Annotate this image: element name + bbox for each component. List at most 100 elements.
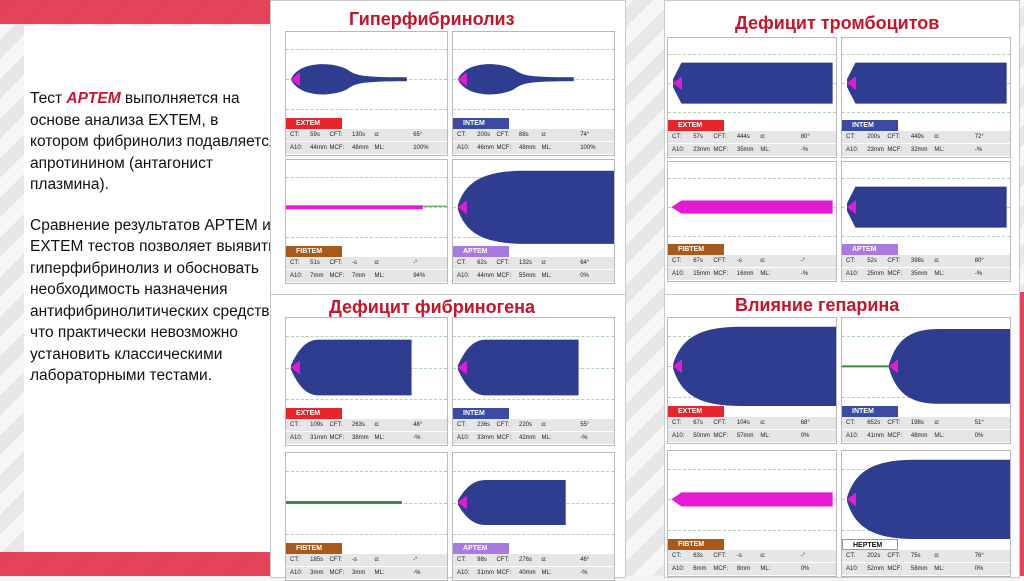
parameter-label: CT: bbox=[290, 422, 299, 428]
grid-line bbox=[453, 534, 614, 535]
parameter-label: MCF: bbox=[713, 433, 729, 439]
parameter-value: 35mm bbox=[736, 147, 754, 153]
clot-trace bbox=[290, 64, 407, 95]
parameter-label: A10: bbox=[457, 570, 470, 576]
parameter-value: -° bbox=[800, 258, 806, 264]
parameter-label: CFT: bbox=[496, 422, 510, 428]
rotem-panel-fibtem: FIBTEM CT: 67s CFT: -s α: -° A10: 15mm MCF: 16mm ML… bbox=[667, 161, 837, 282]
parameter-value: 48mm bbox=[519, 145, 536, 151]
section-title: Гиперфибринолиз bbox=[349, 9, 515, 29]
rotem-panel-intem: INTEM CT: 200s CFT: 88s α: 74° A10: 46mm MCF: 48mm… bbox=[452, 31, 615, 156]
rotem-panel-aptem: APTEM CT: 52s CFT: 398s α: 80° A10: 25mm MCF: 35mm… bbox=[841, 161, 1011, 282]
parameter-value: 236s bbox=[477, 422, 491, 428]
parameter-value: -° bbox=[413, 260, 418, 266]
clot-body bbox=[457, 480, 566, 525]
parameter-value: 98s bbox=[477, 557, 487, 563]
parameter-value: 59s bbox=[310, 132, 320, 138]
parameter-value: 0% bbox=[580, 273, 589, 279]
parameter-label: ML: bbox=[541, 145, 552, 151]
parameter-value: 198s bbox=[910, 420, 924, 426]
parameter-label: MCF: bbox=[887, 147, 903, 153]
parameter-value: 130s bbox=[352, 132, 366, 138]
parameter-value: 276s bbox=[519, 557, 533, 563]
clot-trace bbox=[847, 459, 1010, 539]
grid-line bbox=[453, 336, 614, 337]
parameter-label: MCF: bbox=[713, 271, 729, 277]
parameter-label: α: bbox=[541, 260, 547, 266]
parameter-row: CT: 236s CFT: 220s α: 55° bbox=[453, 419, 614, 432]
parameter-value: 449s bbox=[910, 134, 924, 140]
parameter-label: CFT: bbox=[887, 420, 901, 426]
parameter-value: 65° bbox=[413, 132, 423, 138]
parameter-value: 31mm bbox=[310, 435, 327, 441]
parameter-value: 67s bbox=[693, 258, 703, 264]
parameter-value: 48mm bbox=[352, 145, 369, 151]
parameter-label: α: bbox=[541, 422, 547, 428]
start-cone bbox=[847, 76, 857, 91]
parameter-value: -% bbox=[580, 435, 588, 441]
start-cone bbox=[457, 495, 467, 510]
grid-line bbox=[453, 49, 614, 51]
grid-line bbox=[668, 111, 836, 113]
parameter-label: CFT: bbox=[329, 557, 343, 563]
parameter-value: -% bbox=[974, 271, 983, 277]
parameter-label: A10: bbox=[846, 271, 859, 277]
parameter-label: CFT: bbox=[329, 132, 343, 138]
grid-line bbox=[286, 534, 447, 535]
parameter-value: 100% bbox=[413, 145, 429, 151]
parameter-value: 74° bbox=[580, 132, 590, 138]
parameter-label: MCF: bbox=[713, 147, 729, 153]
parameter-label: α: bbox=[374, 422, 380, 428]
parameter-table: CT: 200s CFT: 88s α: 74° A10: 46mm MCF: 48mm ML: 10… bbox=[453, 129, 614, 155]
clot-body bbox=[457, 170, 614, 244]
parameter-row: CT: 98s CFT: 276s α: 46° bbox=[453, 554, 614, 567]
parameter-value: 202s bbox=[867, 553, 881, 559]
test-tag: EXTEM bbox=[286, 118, 342, 129]
clot-trace bbox=[457, 170, 614, 244]
parameter-table: CT: 59s CFT: 130s α: 65° A10: 44mm MCF: 48mm ML: 10… bbox=[286, 129, 447, 155]
parameter-value: 132s bbox=[519, 260, 533, 266]
clot-trace bbox=[673, 62, 833, 104]
parameter-row: A10: 7mm MCF: 7mm ML: 94% bbox=[286, 270, 447, 283]
description-paragraph-1: Тест APTEM выполняется на основе анализа… bbox=[30, 88, 280, 196]
start-cone bbox=[673, 359, 683, 374]
parameter-label: α: bbox=[760, 553, 766, 559]
parameter-row: A10: 33mm MCF: 42mm ML: -% bbox=[453, 432, 614, 445]
parameter-label: CFT: bbox=[887, 553, 901, 559]
parameter-label: α: bbox=[374, 260, 380, 266]
grid-line bbox=[286, 399, 447, 400]
parameter-label: A10: bbox=[457, 273, 470, 279]
parameter-label: ML: bbox=[934, 433, 945, 439]
parameter-value: 8mm bbox=[736, 566, 751, 572]
grid-line bbox=[668, 178, 836, 180]
test-tag: APTEM bbox=[453, 246, 509, 257]
parameter-row: A10: 31mm MCF: 40mm ML: -% bbox=[453, 567, 614, 580]
parameter-row: A10: 50mm MCF: 57mm ML: 0% bbox=[668, 430, 836, 443]
test-tag: EXTEM bbox=[668, 120, 724, 131]
parameter-value: 16mm bbox=[736, 271, 754, 277]
parameter-label: CT: bbox=[846, 420, 855, 426]
parameter-label: A10: bbox=[290, 145, 303, 151]
parameter-label: A10: bbox=[290, 273, 303, 279]
clot-body bbox=[457, 339, 579, 396]
parameter-value: 52s bbox=[867, 258, 877, 264]
parameter-label: α: bbox=[541, 132, 547, 138]
test-tag: INTEM bbox=[842, 406, 898, 417]
parameter-row: A10: 15mm MCF: 16mm ML: -% bbox=[668, 268, 836, 281]
parameter-value: 48mm bbox=[910, 433, 928, 439]
description-text: Тест APTEM выполняется на основе анализа… bbox=[30, 88, 280, 406]
clot-trace bbox=[842, 329, 1010, 404]
parameter-label: ML: bbox=[374, 570, 385, 576]
parameter-value: 50mm bbox=[693, 433, 710, 439]
parameter-label: MCF: bbox=[329, 435, 345, 441]
parameter-value: 67s bbox=[693, 420, 703, 426]
rotem-panel-fibtem: FIBTEM CT: 51s CFT: -s α: -° A10: 7mm MCF: 7mm ML: 9… bbox=[285, 159, 448, 284]
parameter-label: ML: bbox=[934, 566, 945, 572]
parameter-label: CT: bbox=[846, 258, 855, 264]
clot-trace bbox=[847, 62, 1007, 104]
parameter-label: CT: bbox=[672, 134, 681, 140]
parameter-value: -% bbox=[413, 435, 421, 441]
flat-line-trace bbox=[286, 501, 402, 504]
parameter-label: CFT: bbox=[713, 553, 727, 559]
parameter-label: ML: bbox=[374, 273, 385, 279]
